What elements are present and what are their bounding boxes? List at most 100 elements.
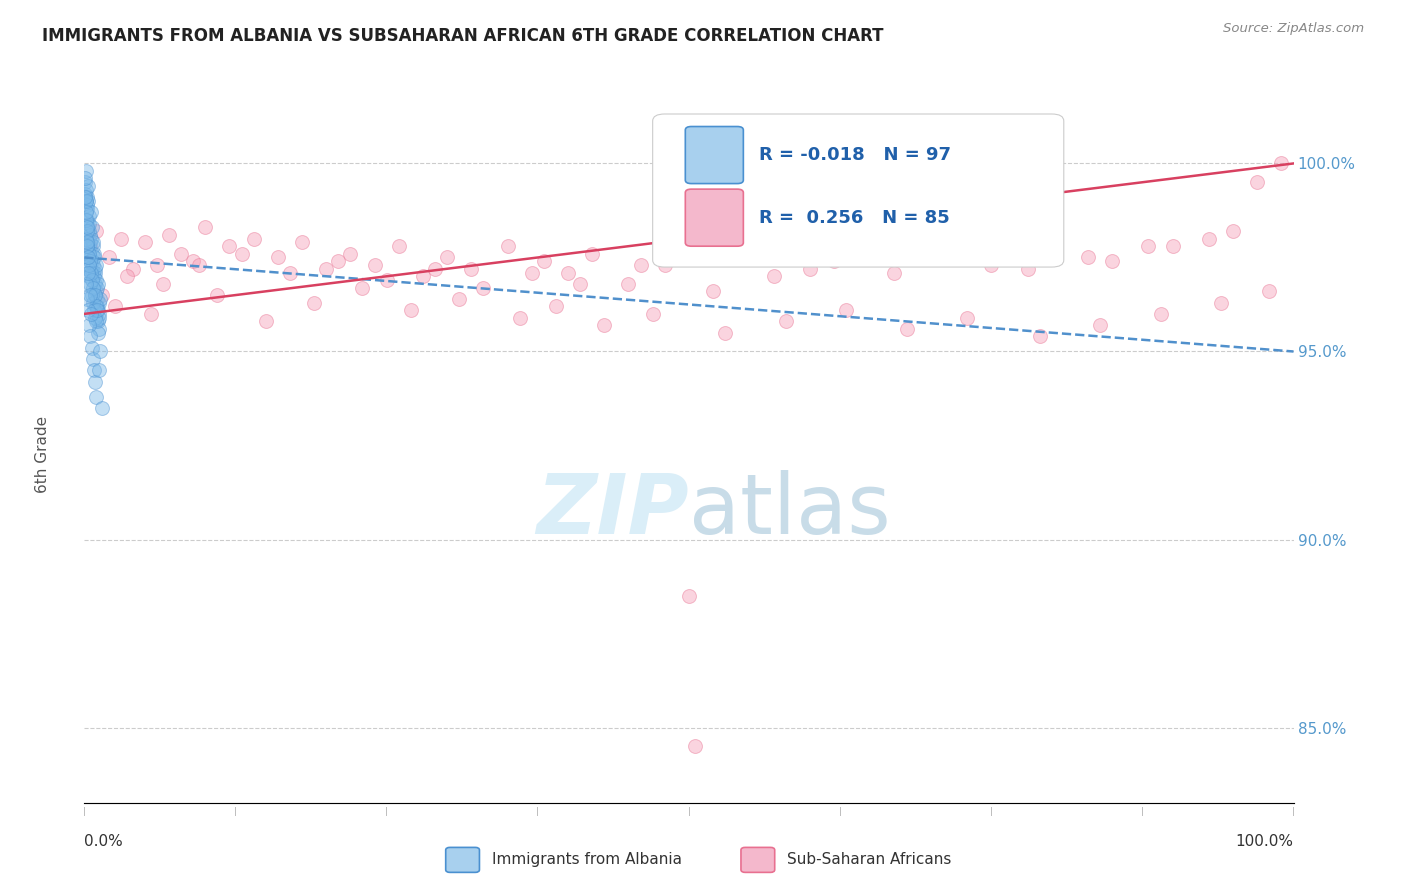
Point bbox=[157, 227, 180, 242]
Point bbox=[1246, 175, 1268, 189]
Point bbox=[75, 194, 97, 208]
Text: |: | bbox=[1140, 807, 1144, 816]
Point bbox=[1209, 295, 1232, 310]
Point bbox=[89, 344, 111, 359]
Point bbox=[84, 273, 107, 287]
Point bbox=[80, 341, 103, 355]
Point bbox=[82, 280, 104, 294]
Point bbox=[84, 288, 107, 302]
Point bbox=[73, 175, 96, 189]
Point bbox=[76, 202, 98, 216]
Text: Immigrants from Albania: Immigrants from Albania bbox=[492, 853, 682, 867]
Point bbox=[76, 239, 98, 253]
Point bbox=[77, 194, 100, 208]
Point bbox=[291, 235, 314, 250]
Point bbox=[75, 164, 97, 178]
Point bbox=[86, 280, 108, 294]
Text: Sub-Saharan Africans: Sub-Saharan Africans bbox=[787, 853, 952, 867]
FancyBboxPatch shape bbox=[652, 114, 1064, 267]
Point bbox=[89, 292, 111, 306]
Point bbox=[1040, 243, 1063, 257]
Point bbox=[1028, 329, 1050, 343]
Point bbox=[86, 292, 108, 306]
Point bbox=[84, 261, 107, 276]
Point bbox=[188, 258, 211, 272]
Text: R = -0.018   N = 97: R = -0.018 N = 97 bbox=[759, 146, 950, 164]
Point bbox=[328, 254, 350, 268]
Point bbox=[83, 303, 105, 318]
Point bbox=[73, 171, 96, 186]
Point bbox=[91, 401, 114, 415]
Text: Source: ZipAtlas.com: Source: ZipAtlas.com bbox=[1223, 22, 1364, 36]
Point bbox=[762, 269, 785, 284]
Point bbox=[83, 288, 105, 302]
Point bbox=[80, 266, 103, 280]
Point bbox=[75, 183, 97, 197]
Text: ZIP: ZIP bbox=[536, 470, 689, 551]
Point bbox=[82, 258, 104, 272]
Point bbox=[714, 326, 737, 340]
Point bbox=[1149, 307, 1171, 321]
Point bbox=[152, 277, 174, 291]
Point bbox=[77, 318, 100, 333]
Point bbox=[83, 251, 105, 265]
Point bbox=[79, 251, 101, 265]
Point bbox=[77, 239, 100, 253]
Point bbox=[1137, 239, 1160, 253]
Point bbox=[194, 220, 217, 235]
Text: |: | bbox=[1292, 807, 1295, 816]
Point bbox=[859, 246, 882, 260]
Point bbox=[1270, 156, 1292, 170]
Text: |: | bbox=[83, 807, 86, 816]
Point bbox=[80, 288, 103, 302]
Point bbox=[509, 310, 531, 325]
Point bbox=[617, 277, 640, 291]
Point bbox=[352, 280, 374, 294]
Point bbox=[267, 251, 290, 265]
Text: |: | bbox=[233, 807, 238, 816]
Point bbox=[423, 261, 446, 276]
Point bbox=[1101, 254, 1123, 268]
Point bbox=[86, 299, 108, 313]
Point bbox=[980, 258, 1002, 272]
Point bbox=[84, 310, 107, 325]
Point bbox=[80, 246, 103, 260]
Point bbox=[77, 258, 100, 272]
Point bbox=[799, 261, 821, 276]
Point bbox=[82, 273, 104, 287]
Point bbox=[77, 261, 100, 276]
Point bbox=[496, 239, 519, 253]
Point bbox=[339, 246, 361, 260]
Point bbox=[77, 209, 100, 223]
Point bbox=[460, 261, 482, 276]
Point bbox=[75, 205, 97, 219]
Point bbox=[181, 254, 204, 268]
Point bbox=[76, 220, 98, 235]
Text: 0.0%: 0.0% bbox=[84, 834, 124, 849]
Point bbox=[79, 217, 101, 231]
Point bbox=[75, 232, 97, 246]
Point bbox=[315, 261, 337, 276]
Point bbox=[399, 303, 422, 318]
Point bbox=[77, 266, 100, 280]
FancyBboxPatch shape bbox=[685, 189, 744, 246]
Point bbox=[738, 239, 761, 253]
Point bbox=[920, 235, 942, 250]
Point bbox=[76, 179, 98, 194]
Point bbox=[896, 322, 918, 336]
Point bbox=[1161, 239, 1184, 253]
Point bbox=[544, 299, 567, 313]
Point bbox=[134, 235, 156, 250]
Point bbox=[569, 277, 592, 291]
Point bbox=[79, 235, 101, 250]
Point bbox=[87, 314, 110, 328]
Point bbox=[449, 292, 471, 306]
Point bbox=[86, 314, 108, 328]
Point bbox=[956, 310, 979, 325]
Point bbox=[146, 258, 169, 272]
Point bbox=[254, 314, 277, 328]
Text: IMMIGRANTS FROM ALBANIA VS SUBSAHARAN AFRICAN 6TH GRADE CORRELATION CHART: IMMIGRANTS FROM ALBANIA VS SUBSAHARAN AF… bbox=[42, 27, 884, 45]
Point bbox=[86, 326, 108, 340]
Point bbox=[883, 266, 905, 280]
Point bbox=[76, 251, 98, 265]
